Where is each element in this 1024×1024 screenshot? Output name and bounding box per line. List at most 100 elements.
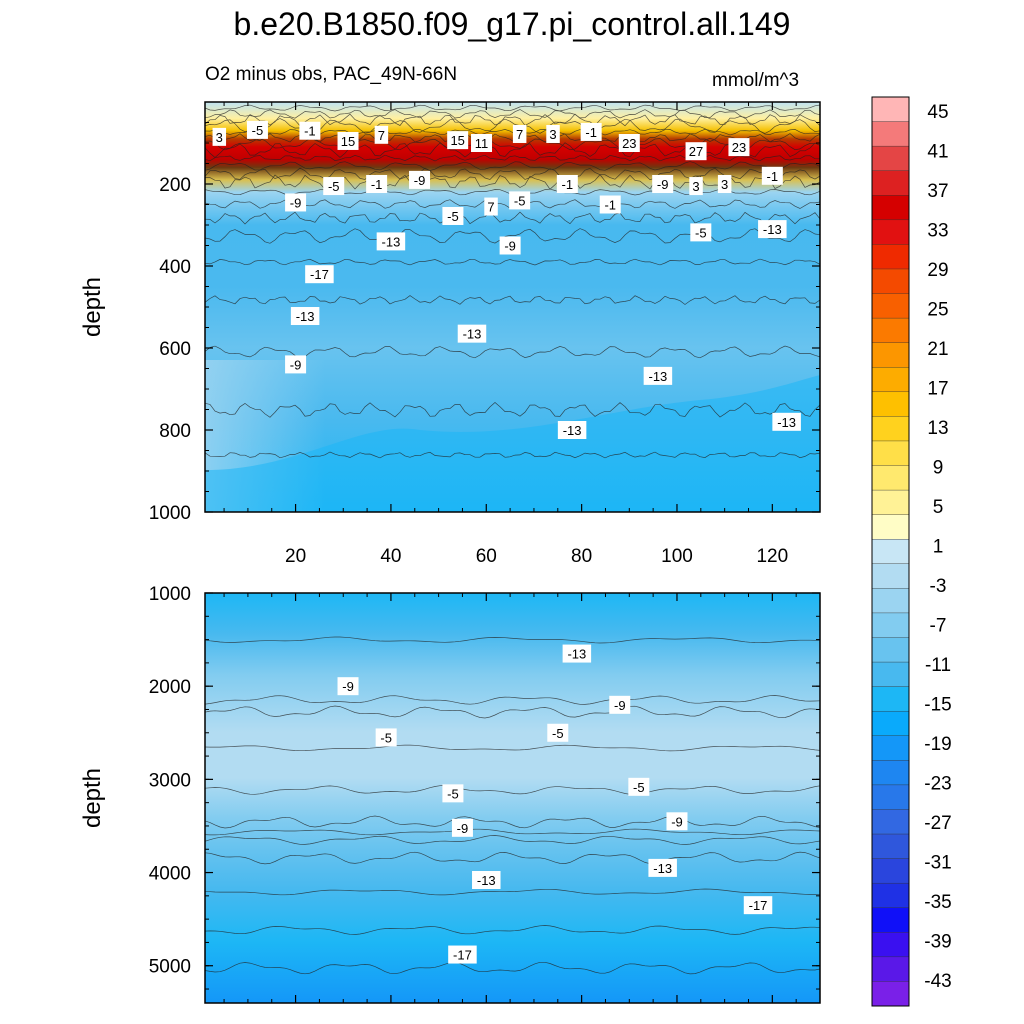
svg-text:-9: -9 (414, 173, 426, 188)
y-tick-label: 5000 (149, 957, 191, 978)
contour-label: 3 (689, 177, 703, 196)
svg-text:-13: -13 (777, 415, 796, 430)
svg-text:-9: -9 (671, 814, 683, 829)
colorbar-swatch (871, 440, 910, 467)
colorbar-swatch (871, 96, 910, 123)
colorbar-swatch (871, 735, 910, 761)
svg-text:-13: -13 (763, 222, 782, 237)
svg-text:-13: -13 (296, 309, 315, 324)
contour-label: -5 (690, 223, 712, 242)
svg-text:3: 3 (721, 177, 728, 192)
lower-plot-frame (204, 592, 821, 1004)
svg-text:-9: -9 (342, 679, 354, 694)
contour-label: -1 (556, 175, 578, 193)
colorbar-label: -27 (924, 813, 951, 834)
y-axis-label: depth (79, 277, 106, 337)
colorbar-swatch (871, 391, 910, 417)
colorbar-swatch (871, 244, 910, 270)
chart-subtitle: O2 minus obs, PAC_49N-66N (205, 64, 458, 85)
units-label: mmol/m^3 (712, 70, 800, 91)
svg-text:-13: -13 (653, 861, 672, 876)
colorbar-label: -39 (924, 932, 951, 953)
svg-text:-13: -13 (649, 369, 668, 384)
svg-text:3: 3 (549, 127, 556, 142)
svg-text:-1: -1 (371, 177, 383, 192)
colorbar-label: 37 (927, 181, 948, 202)
svg-text:-5: -5 (552, 726, 564, 741)
y-tick-label: 400 (159, 257, 191, 278)
upper-axes: 200 400 600 800 1000 20 40 60 80 100 120 depth (79, 101, 820, 567)
contour-label: -5 (628, 777, 650, 796)
colorbar-label: -11 (925, 655, 951, 676)
svg-text:11: 11 (475, 136, 489, 151)
contour-label: -13 (472, 871, 501, 889)
svg-text:-5: -5 (380, 730, 392, 745)
colorbar-swatch (871, 612, 910, 638)
colorbar-label: -7 (930, 616, 947, 637)
contour-label: -1 (299, 121, 321, 140)
colorbar-swatch (871, 268, 910, 295)
svg-text:7: 7 (516, 127, 523, 142)
svg-text:-13: -13 (567, 647, 586, 662)
contour-label: 23 (618, 134, 640, 152)
contour-label: -17 (305, 265, 334, 284)
colorbar-swatch (871, 760, 910, 786)
colorbar-label: 45 (927, 102, 948, 123)
x-tick-label: 120 (756, 546, 788, 567)
svg-text:-5: -5 (252, 123, 264, 138)
x-tick-label: 20 (285, 546, 306, 567)
contour-label: -1 (761, 166, 783, 185)
contour-label: -9 (285, 193, 307, 212)
colorbar-swatch (871, 342, 910, 368)
colorbar-swatch (871, 219, 910, 245)
contour-label: 7 (512, 124, 527, 143)
contour-label: -17 (448, 945, 477, 964)
svg-text:-5: -5 (695, 225, 707, 240)
colorbar-swatch (871, 858, 910, 884)
svg-text:-1: -1 (562, 177, 574, 192)
colorbar-swatch (871, 661, 910, 688)
svg-text:-13: -13 (563, 423, 582, 438)
contour-label: -5 (442, 784, 464, 803)
colorbar-label: 17 (927, 378, 948, 399)
colorbar-label: 21 (927, 339, 948, 360)
contour-label: -13 (648, 858, 677, 877)
svg-text:-13: -13 (463, 327, 482, 342)
contour-label: -13 (457, 324, 487, 343)
svg-text:23: 23 (732, 140, 746, 155)
svg-text:3: 3 (692, 179, 699, 194)
colorbar-swatch (871, 563, 910, 589)
contour-label: -17 (743, 896, 773, 915)
contour-label: -13 (772, 412, 801, 431)
contour-label: -5 (442, 206, 464, 225)
contour-label: -13 (643, 366, 673, 385)
svg-text:-9: -9 (657, 177, 669, 192)
svg-text:-17: -17 (310, 267, 329, 282)
x-tick-label: 40 (380, 546, 401, 567)
svg-text:-9: -9 (614, 698, 626, 713)
chart-title: b.e20.B1850.f09_g17.pi_control.all.149 (233, 6, 791, 42)
colorbar-label: -23 (924, 774, 951, 795)
svg-text:-1: -1 (767, 169, 779, 184)
contour-label: -9 (285, 355, 307, 374)
svg-text:-5: -5 (328, 179, 340, 194)
contour-label: -1 (599, 195, 621, 214)
colorbar-swatch (871, 293, 910, 319)
colorbar-label: 29 (927, 260, 948, 281)
contour-label: -9 (409, 170, 431, 189)
contour-label: -5 (323, 177, 345, 196)
contour-label: -9 (451, 818, 473, 837)
svg-text:-5: -5 (514, 193, 526, 208)
colorbar-swatch (871, 416, 910, 442)
colorbar-swatch (871, 317, 910, 344)
y-axis-label: depth (79, 768, 106, 828)
contour-label: -9 (499, 236, 521, 255)
contour-label: 3 (546, 124, 560, 143)
colorbar-label: -35 (924, 892, 951, 913)
colorbar-label: -43 (924, 971, 951, 992)
svg-text:7: 7 (378, 128, 385, 143)
contour-label: -9 (666, 812, 688, 831)
contour-label: -5 (509, 191, 531, 210)
colorbar-swatch (871, 882, 910, 909)
colorbar-label: 25 (927, 299, 948, 320)
